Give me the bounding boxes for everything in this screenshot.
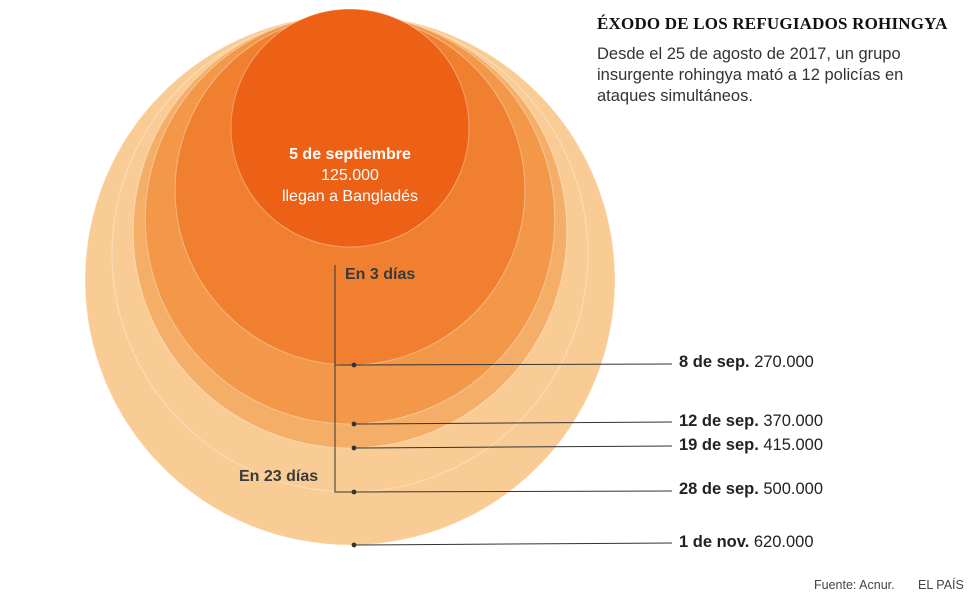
callout-date: 1 de nov. — [679, 533, 750, 551]
callout-label: 1 de nov. 620.000 — [679, 533, 814, 552]
center-label-value: 125.000 — [321, 167, 379, 184]
brand-logo: EL PAÍS — [918, 578, 964, 592]
callout-label: 19 de sep. 415.000 — [679, 436, 823, 455]
callout-label: 12 de sep. 370.000 — [679, 412, 823, 431]
callout-value: 500.000 — [758, 480, 824, 498]
callout-date: 8 de sep. — [679, 353, 750, 371]
leader-line-415000 — [353, 445, 673, 449]
leader-line-270000 — [353, 363, 673, 366]
circle-125000 — [230, 8, 470, 248]
source-note: Fuente: Acnur. — [814, 578, 895, 592]
brackets-group — [334, 265, 352, 493]
leaders-group — [351, 362, 673, 548]
callout-date: 19 de sep. — [679, 436, 759, 454]
callout-value: 370.000 — [758, 412, 824, 430]
callout-date: 12 de sep. — [679, 412, 759, 430]
center-label: 5 de septiembre 125.000 llegan a Banglad… — [230, 144, 470, 207]
callout-date: 28 de sep. — [679, 480, 759, 498]
annotation-3-days: En 3 días — [345, 266, 416, 283]
bracket-23-days — [334, 365, 352, 493]
callout-value: 620.000 — [749, 533, 814, 551]
leader-line-500000 — [353, 490, 673, 493]
callout-label: 28 de sep. 500.000 — [679, 480, 823, 499]
annotation-23-days: En 23 días — [239, 468, 319, 485]
leader-line-370000 — [353, 421, 673, 425]
leader-line-620000 — [353, 542, 673, 546]
chart-title: ÉXODO DE LOS REFUGIADOS ROHINGYA — [597, 14, 948, 33]
chart-subtitle: Desde el 25 de agosto de 2017, un grupo … — [597, 45, 904, 105]
callout-value: 270.000 — [749, 353, 814, 371]
center-label-date: 5 de septiembre — [289, 146, 411, 163]
callout-value: 415.000 — [758, 436, 824, 454]
callout-label: 8 de sep. 270.000 — [679, 353, 814, 372]
center-label-text: llegan a Bangladés — [281, 188, 419, 205]
circles-group — [84, 8, 616, 546]
